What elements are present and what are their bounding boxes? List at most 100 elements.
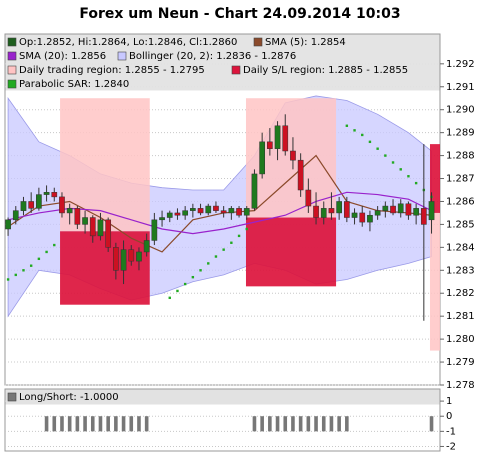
candle-body [59, 196, 65, 214]
legend-background [5, 34, 440, 91]
candle-body [290, 150, 296, 161]
sar-dot [168, 296, 171, 300]
candle-body [420, 208, 427, 225]
sar-dot [14, 273, 17, 277]
y-tick-label: 1.292 [446, 59, 475, 70]
sar-dot [29, 264, 33, 267]
y-tick-label: 1 [446, 396, 452, 407]
legend-label: Daily trading region: 1.2855 - 1.2795 [19, 65, 205, 76]
sar-dot [199, 269, 202, 272]
candle-body [20, 201, 27, 211]
y-tick-label: 0 [446, 411, 452, 422]
candle-body [174, 212, 181, 216]
candle-body [190, 208, 196, 211]
candle-body [359, 212, 366, 223]
candle-body [413, 208, 419, 216]
y-tick-label: 1.283 [446, 265, 475, 276]
sar-dot [207, 262, 210, 265]
trading-region [429, 212, 440, 351]
position-bar [252, 416, 257, 432]
y-tick-label: 1.282 [446, 288, 475, 299]
y-tick-label: 1.288 [446, 151, 475, 162]
position-bar [291, 416, 295, 432]
sar-dot [353, 129, 356, 132]
position-bar [137, 416, 141, 432]
sar-dot [191, 275, 195, 279]
position-bar [106, 416, 110, 432]
position-bar [268, 416, 272, 432]
candle-body [43, 192, 50, 195]
legend-label: Daily S/L region: 1.2885 - 1.2855 [243, 65, 408, 76]
sar-dot [245, 227, 248, 231]
y-tick-label: 1.278 [446, 380, 475, 391]
sar-dot [399, 168, 402, 171]
candle-body [136, 251, 142, 262]
sar-dot [407, 175, 410, 178]
candle-body [197, 208, 204, 214]
legend-swatch [253, 37, 263, 47]
legend-swatch [231, 65, 241, 75]
legend-label: SMA (20): 1.2856 [19, 51, 106, 62]
legend-background [5, 389, 440, 405]
candle-body [313, 205, 319, 218]
position-bar [429, 416, 434, 432]
position-bar [260, 416, 264, 432]
candle-body [266, 141, 273, 149]
position-bar [345, 416, 349, 432]
candle-body [374, 210, 381, 216]
sar-dot [361, 133, 364, 137]
candle-body [259, 141, 266, 175]
candle-body [28, 201, 35, 209]
position-bar [52, 416, 57, 432]
position-bar [329, 416, 334, 432]
legend-label: SMA (5): 1.2854 [265, 37, 346, 48]
y-tick-label: 1.291 [446, 82, 475, 93]
sl-region [60, 231, 150, 305]
y-tick-label: 1.281 [446, 311, 475, 322]
legend-swatch [7, 392, 17, 402]
y-tick-label: 1.290 [446, 105, 475, 116]
sar-dot [222, 248, 225, 251]
candle-body [51, 192, 58, 198]
candle-body [213, 205, 219, 211]
candle-body [274, 125, 281, 149]
y-tick-label: 1.279 [446, 357, 475, 368]
candle-body [151, 219, 158, 241]
candle-body [236, 208, 242, 216]
sar-dot [345, 124, 349, 127]
y-tick-label: 1.284 [446, 242, 475, 253]
candle-body [351, 212, 358, 218]
position-bar [67, 416, 72, 432]
sar-dot [183, 282, 187, 286]
position-bar [98, 416, 103, 432]
legend-label: Op:1.2852, Hi:1.2864, Lo:1.2846, Cl:1.28… [19, 37, 237, 48]
position-bar [314, 416, 318, 432]
position-bar [306, 416, 311, 432]
legend-label: Parabolic SAR: 1.2840 [19, 79, 129, 90]
candle-body [428, 201, 435, 221]
candle-body [297, 159, 304, 191]
sar-dot [214, 255, 218, 258]
position-bar [275, 416, 280, 432]
candle-body [120, 249, 127, 271]
legend-label: Long/Short: -1.0000 [19, 392, 119, 403]
sar-dot [414, 181, 418, 185]
candle-body [97, 219, 104, 237]
candle-body [105, 219, 112, 248]
candle-body [397, 203, 404, 214]
candle-body [382, 205, 389, 211]
candle-body [128, 249, 135, 262]
sar-dot [6, 278, 10, 281]
y-tick-label: 1.287 [446, 174, 475, 185]
position-bar [321, 416, 326, 432]
trading-region [60, 98, 150, 232]
position-bar [298, 416, 303, 432]
legend-label: Bollinger (20, 2): 1.2836 - 1.2876 [129, 51, 296, 62]
candle-body [143, 240, 150, 253]
y-tick-label: -2 [446, 441, 456, 452]
candle-body [336, 201, 342, 214]
y-tick-label: 1.289 [446, 128, 475, 139]
candle-body [113, 247, 119, 271]
y-tick-label: 1.280 [446, 334, 475, 345]
candle-body [182, 210, 189, 216]
